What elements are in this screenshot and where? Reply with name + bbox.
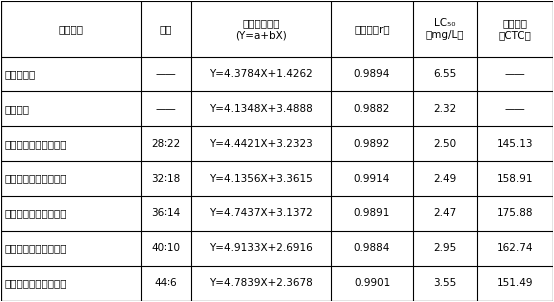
Text: 0.9894: 0.9894 [354,69,390,79]
Text: 2.47: 2.47 [433,208,456,218]
Text: 0.9884: 0.9884 [354,243,390,253]
Text: ——: —— [156,69,177,79]
Text: Y=4.3784X+1.4262: Y=4.3784X+1.4262 [209,69,313,79]
Text: Y=4.7437X+3.1372: Y=4.7437X+3.1372 [209,208,313,218]
Text: 0.9914: 0.9914 [354,174,390,184]
Text: 吡唑醚菌酯：氯啶菌酯: 吡唑醚菌酯：氯啶菌酯 [4,278,67,288]
Text: 共毒系数
（CTC）: 共毒系数 （CTC） [498,18,531,40]
Text: 175.88: 175.88 [496,208,533,218]
Text: Y=4.1348X+3.4888: Y=4.1348X+3.4888 [209,104,313,114]
Text: 36∶14: 36∶14 [151,208,181,218]
Text: 40∶10: 40∶10 [152,243,181,253]
Text: 28∶22: 28∶22 [151,139,181,149]
Text: Y=4.1356X+3.3615: Y=4.1356X+3.3615 [209,174,313,184]
Text: ——: —— [504,104,525,114]
Text: 吡唑醚菌酯：氯啶菌酯: 吡唑醚菌酯：氯啶菌酯 [4,174,67,184]
Text: ——: —— [504,69,525,79]
Text: 吡唑醚菌酯：氯啶菌酯: 吡唑醚菌酯：氯啶菌酯 [4,243,67,253]
Text: 2.32: 2.32 [433,104,456,114]
Text: 毒力回归方程
(Y=a+bX): 毒力回归方程 (Y=a+bX) [235,18,287,40]
Text: 氯啶菌酯: 氯啶菌酯 [4,104,29,114]
Text: ——: —— [156,104,177,114]
Text: 0.9901: 0.9901 [354,278,390,288]
Text: 0.9892: 0.9892 [354,139,390,149]
Text: 151.49: 151.49 [496,278,533,288]
Text: Y=4.9133X+2.6916: Y=4.9133X+2.6916 [209,243,313,253]
Text: 158.91: 158.91 [496,174,533,184]
Text: 145.13: 145.13 [496,139,533,149]
Text: 相关系数r值: 相关系数r值 [354,24,390,34]
Text: 吡唑醚菌酯：氯啶菌酯: 吡唑醚菌酯：氯啶菌酯 [4,208,67,218]
Text: 2.50: 2.50 [433,139,456,149]
Text: Y=4.7839X+2.3678: Y=4.7839X+2.3678 [209,278,313,288]
Text: 162.74: 162.74 [496,243,533,253]
Text: LC₅₀
（mg/L）: LC₅₀ （mg/L） [425,18,464,40]
Text: 0.9882: 0.9882 [354,104,390,114]
Text: 32∶18: 32∶18 [151,174,181,184]
Text: 2.95: 2.95 [433,243,456,253]
Text: 吡唑醚菌酯: 吡唑醚菌酯 [4,69,36,79]
Text: 吡唑醚菌酯：氯啶菌酯: 吡唑醚菌酯：氯啶菌酯 [4,139,67,149]
Text: 44∶6: 44∶6 [155,278,177,288]
Text: 配比: 配比 [160,24,172,34]
Text: 3.55: 3.55 [433,278,456,288]
Text: Y=4.4421X+3.2323: Y=4.4421X+3.2323 [209,139,313,149]
Text: 6.55: 6.55 [433,69,456,79]
Text: 处理名称: 处理名称 [59,24,84,34]
Text: 0.9891: 0.9891 [354,208,390,218]
Text: 2.49: 2.49 [433,174,456,184]
